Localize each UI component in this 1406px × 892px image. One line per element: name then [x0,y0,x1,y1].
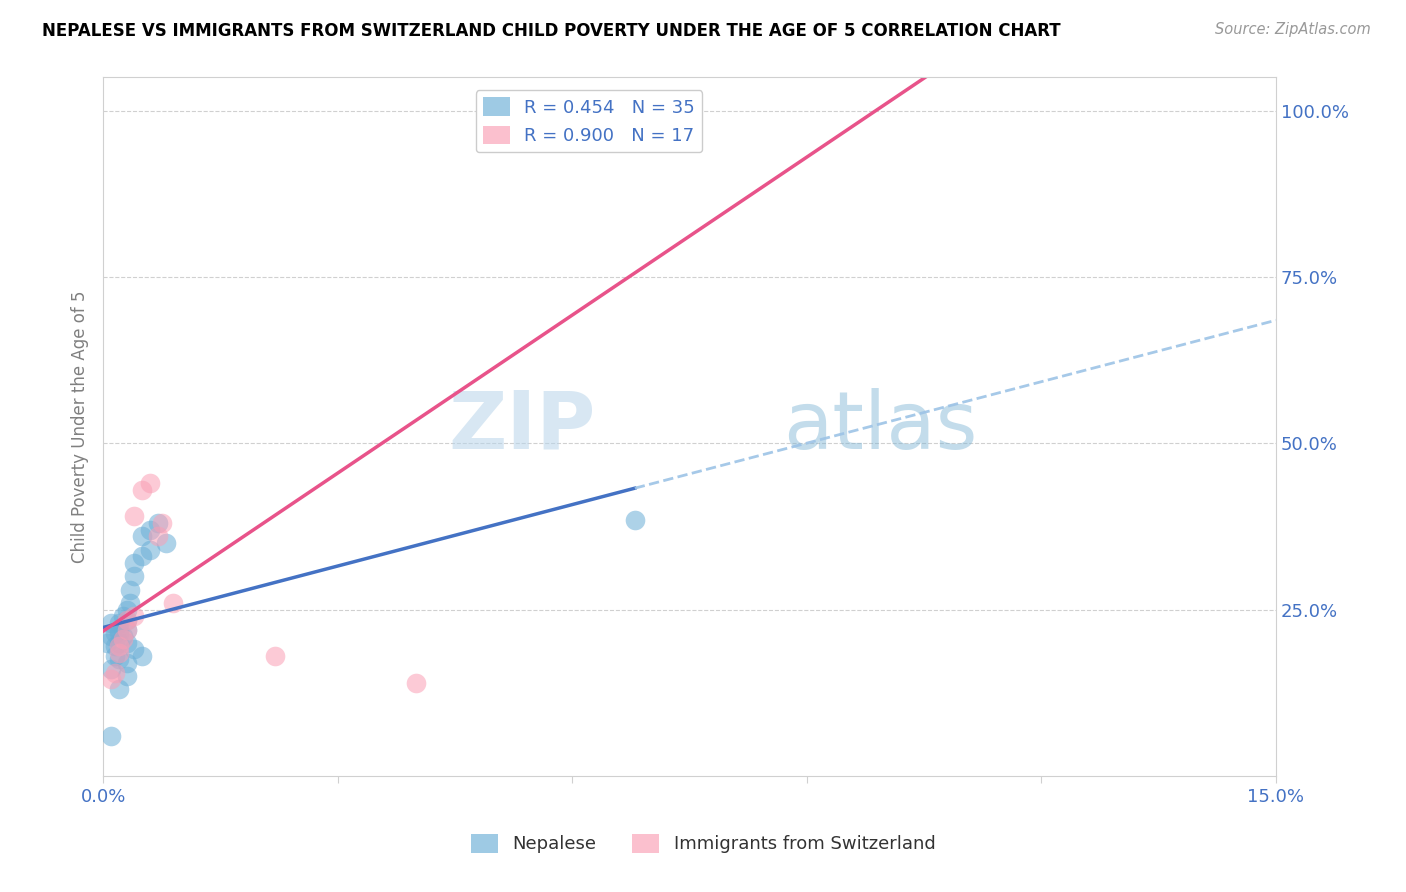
Point [155,536,177,550]
Point [115,623,138,637]
Point [115,669,138,683]
Point [120,596,142,610]
Point [107,615,129,630]
Point [115,613,138,627]
Text: Source: ZipAtlas.com: Source: ZipAtlas.com [1215,22,1371,37]
Point [107,636,129,650]
Point [104,625,127,640]
Point [107,652,129,666]
Point [107,639,129,653]
Point [115,623,138,637]
Point [100,629,122,643]
Point [107,625,129,640]
Point [100,729,122,743]
Point [104,649,127,664]
Point [124,642,146,657]
Point [600,103,623,118]
Point [96,636,118,650]
Point [115,613,138,627]
Y-axis label: Child Poverty Under the Age of 5: Child Poverty Under the Age of 5 [72,291,89,563]
Point [111,632,134,647]
Point [139,476,162,491]
Point [131,649,153,664]
Point [131,483,153,497]
Point [115,602,138,616]
Point [100,662,122,676]
Point [100,673,122,687]
Legend: Nepalese, Immigrants from Switzerland: Nepalese, Immigrants from Switzerland [464,827,942,861]
Point [115,636,138,650]
Text: atlas: atlas [783,388,977,466]
Point [139,523,162,537]
Point [162,596,184,610]
Point [107,682,129,697]
Point [264,649,287,664]
Point [124,556,146,570]
Point [104,665,127,680]
Point [124,509,146,524]
Point [107,646,129,660]
Point [111,629,134,643]
Point [124,569,146,583]
Point [120,582,142,597]
Point [150,516,173,530]
Point [405,675,427,690]
Point [107,623,129,637]
Text: NEPALESE VS IMMIGRANTS FROM SWITZERLAND CHILD POVERTY UNDER THE AGE OF 5 CORRELA: NEPALESE VS IMMIGRANTS FROM SWITZERLAND … [42,22,1060,40]
Point [124,609,146,624]
Text: ZIP: ZIP [449,388,596,466]
Point [115,656,138,670]
Point [146,516,169,530]
Point [104,639,127,653]
Point [131,529,153,543]
Point [146,529,169,543]
Point [139,542,162,557]
Point [624,513,647,527]
Point [100,615,122,630]
Point [111,609,134,624]
Point [131,549,153,564]
Legend: R = 0.454   N = 35, R = 0.900   N = 17: R = 0.454 N = 35, R = 0.900 N = 17 [475,90,703,153]
